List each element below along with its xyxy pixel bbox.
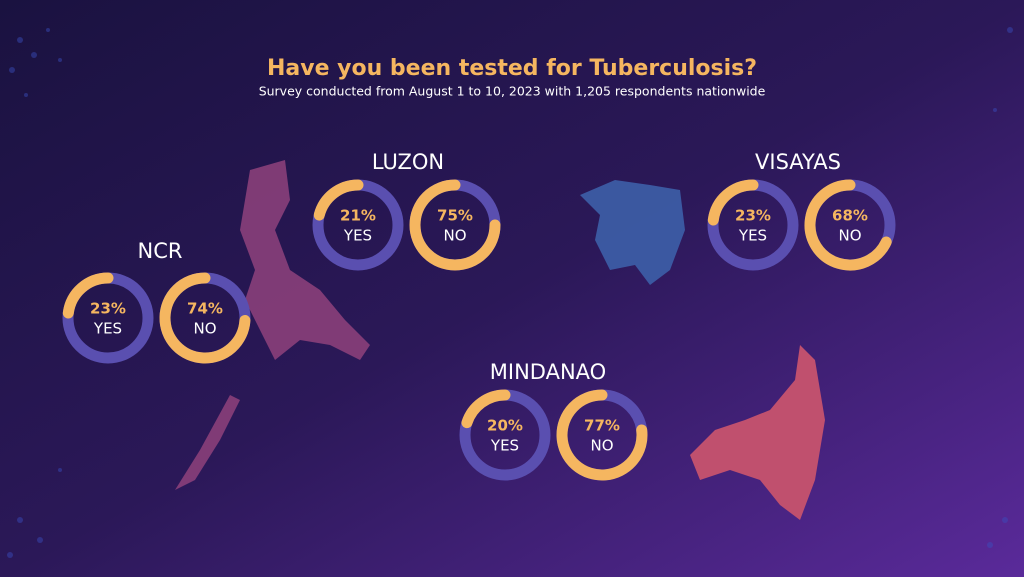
donut-category-label: YES [93,320,122,338]
region-title: LUZON [372,150,444,174]
donut-arc [313,179,364,221]
donut-arc [159,272,251,364]
donut-arc [804,179,892,271]
donut-value-label: 75% [437,207,473,225]
donut-arc [409,179,501,271]
donut-category-label: NO [838,227,861,245]
palawan-map [175,395,240,490]
donut-arc [62,272,114,319]
donut-arc [461,389,511,429]
donut-category-label: YES [490,437,519,455]
visayas-map [580,180,685,285]
donut-value-label: 68% [832,207,868,225]
donut-category-label: YES [343,227,372,245]
donut-value-label: 74% [187,300,223,318]
donut-category-label: NO [443,227,466,245]
donut-arc [556,389,648,481]
donut-category-label: YES [738,227,767,245]
donut-value-label: 20% [487,417,523,435]
region-title: NCR [138,239,183,263]
region-title: MINDANAO [490,360,606,384]
donut-value-label: 23% [735,207,771,225]
title: Have you been tested for Tuberculosis? [267,56,757,81]
luzon-map [240,160,370,360]
donut-arc [707,179,759,226]
dot-decoration [7,27,1013,558]
mindanao-map [690,345,825,520]
donut-value-label: 77% [584,417,620,435]
subtitle: Survey conducted from August 1 to 10, 20… [259,84,766,99]
donut-category-label: NO [193,320,216,338]
region-title: VISAYAS [755,150,841,174]
donut-category-label: NO [590,437,613,455]
donut-value-label: 21% [340,207,376,225]
donut-value-label: 23% [90,300,126,318]
